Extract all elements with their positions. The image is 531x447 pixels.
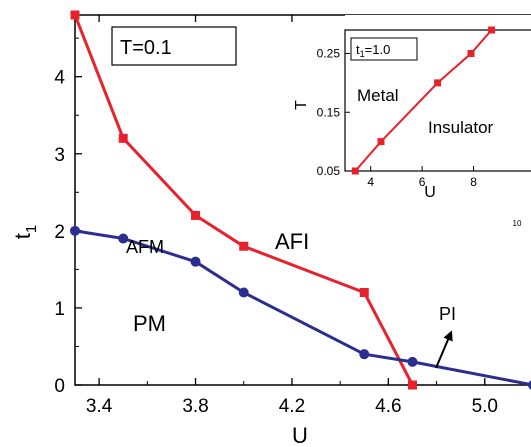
inset-y-tick-label: 0.05	[317, 164, 341, 178]
region-label-pm: PM	[133, 311, 166, 336]
y-tick-label: 2	[54, 222, 65, 243]
x-tick-label: 4.2	[279, 396, 305, 417]
data-point-red	[191, 210, 201, 220]
data-point-blue	[359, 349, 370, 360]
data-point-red	[239, 241, 249, 251]
y-axis-label: t1	[10, 225, 40, 239]
inset-y-tick-label: 0.25	[317, 47, 341, 61]
inset-box	[350, 37, 418, 61]
inset-data-point	[351, 167, 359, 175]
inset-box-label: t1=1.0	[356, 42, 390, 59]
region-label-afi: AFI	[275, 229, 309, 254]
inset-x-tick-label: 4	[367, 175, 374, 189]
x-tick-label: 3.4	[86, 396, 113, 417]
inset-markers-group	[351, 26, 496, 175]
data-point-red	[118, 133, 128, 143]
inset-data-point	[488, 26, 496, 34]
y-tick-label: 1	[54, 299, 65, 320]
data-point-red	[70, 10, 80, 20]
data-point-blue	[118, 233, 129, 244]
inset-data-point	[434, 79, 442, 87]
main-markers-group	[70, 10, 531, 390]
inset-region-metal: Metal	[357, 86, 399, 105]
inset-series-line-inset-red	[353, 30, 493, 171]
x-tick-label: 5.0	[472, 396, 498, 417]
x-tick-label: 4.6	[375, 396, 401, 417]
data-point-blue	[70, 225, 80, 236]
inset-y-tick-label: 0.15	[317, 105, 341, 119]
y-tick-label: 0	[54, 376, 65, 397]
inset-x-axis-label: U	[424, 184, 436, 201]
region-label-pi: PI	[439, 304, 456, 324]
pi-arrow	[435, 330, 453, 369]
inset-axis-ticks: 4 6 8 10 0.05 0.15 0.25	[317, 47, 522, 229]
series-line-red	[75, 15, 414, 385]
inset-x-tick-label: 6	[419, 175, 426, 189]
inset-y-axis-label: T	[293, 100, 310, 110]
inset-x-tick-label: 8	[470, 175, 477, 189]
data-point-red	[407, 380, 417, 390]
inset-x-extra-tick-label: 10	[513, 219, 522, 228]
temperature-box-label: T=0.1	[120, 37, 172, 59]
temperature-box	[111, 26, 237, 66]
data-point-blue	[238, 287, 249, 298]
main-axis-ticks: 3.4 3.8 4.2 4.6 5.0 0 1 2 3 4	[54, 15, 498, 417]
data-point-red	[359, 288, 369, 297]
inset-data-point	[467, 50, 475, 57]
data-point-blue	[407, 356, 418, 367]
inset-series-group	[353, 30, 493, 171]
main-plot-frame	[74, 14, 531, 386]
inset-frame	[344, 29, 531, 172]
y-axis-label-subscript: 1	[23, 225, 40, 233]
y-tick-label: 4	[54, 68, 65, 89]
data-point-blue	[528, 380, 531, 390]
inset-region-insulator: Insulator	[428, 118, 494, 137]
x-tick-label: 3.8	[182, 396, 208, 417]
y-tick-label: 3	[54, 145, 65, 166]
inset-data-point	[377, 138, 385, 146]
x-axis-label: U	[292, 423, 308, 447]
region-label-afm: AFM	[126, 237, 164, 257]
data-point-blue	[190, 256, 201, 267]
inset-box-label-subscript: 1	[360, 49, 365, 59]
